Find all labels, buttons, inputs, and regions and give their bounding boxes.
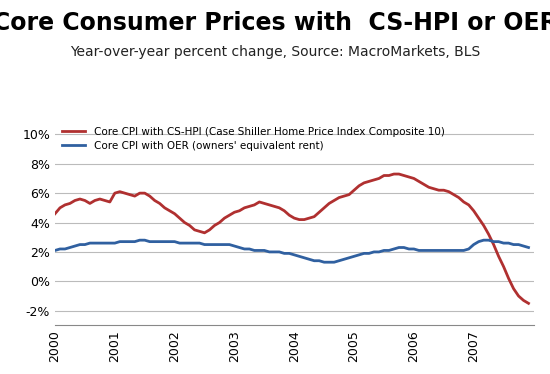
Core CPI with CS-HPI (Case Shiller Home Price Index Composite 10) (525, 301, 532, 306)
Legend: Core CPI with CS-HPI (Case Shiller Home Price Index Composite 10), Core CPI with: Core CPI with CS-HPI (Case Shiller Home … (60, 125, 447, 153)
Core CPI with OER (owners' equivalent rent) (525, 245, 532, 250)
Core CPI with OER (owners' equivalent rent) (296, 254, 303, 258)
Core CPI with OER (owners' equivalent rent) (496, 239, 502, 244)
Core CPI with OER (owners' equivalent rent) (321, 260, 327, 264)
Core CPI with CS-HPI (Case Shiller Home Price Index Composite 10) (491, 242, 497, 247)
Core CPI with CS-HPI (Case Shiller Home Price Index Composite 10) (291, 216, 298, 220)
Line: Core CPI with OER (owners' equivalent rent): Core CPI with OER (owners' equivalent re… (55, 240, 529, 262)
Text: Core Consumer Prices with  CS-HPI or OER: Core Consumer Prices with CS-HPI or OER (0, 11, 550, 35)
Core CPI with CS-HPI (Case Shiller Home Price Index Composite 10) (390, 172, 397, 176)
Core CPI with OER (owners' equivalent rent) (136, 238, 143, 242)
Core CPI with OER (owners' equivalent rent) (52, 248, 58, 253)
Core CPI with CS-HPI (Case Shiller Home Price Index Composite 10) (186, 223, 193, 228)
Line: Core CPI with CS-HPI (Case Shiller Home Price Index Composite 10): Core CPI with CS-HPI (Case Shiller Home … (55, 174, 529, 303)
Core CPI with OER (owners' equivalent rent) (117, 239, 123, 244)
Core CPI with CS-HPI (Case Shiller Home Price Index Composite 10) (306, 216, 312, 220)
Core CPI with CS-HPI (Case Shiller Home Price Index Composite 10) (52, 211, 58, 216)
Core CPI with OER (owners' equivalent rent) (261, 248, 268, 253)
Core CPI with CS-HPI (Case Shiller Home Price Index Composite 10) (256, 200, 263, 204)
Core CPI with OER (owners' equivalent rent) (191, 241, 198, 245)
Text: Year-over-year percent change, Source: MacroMarkets, BLS: Year-over-year percent change, Source: M… (70, 45, 480, 59)
Core CPI with CS-HPI (Case Shiller Home Price Index Composite 10) (117, 190, 123, 194)
Core CPI with OER (owners' equivalent rent) (311, 258, 317, 263)
